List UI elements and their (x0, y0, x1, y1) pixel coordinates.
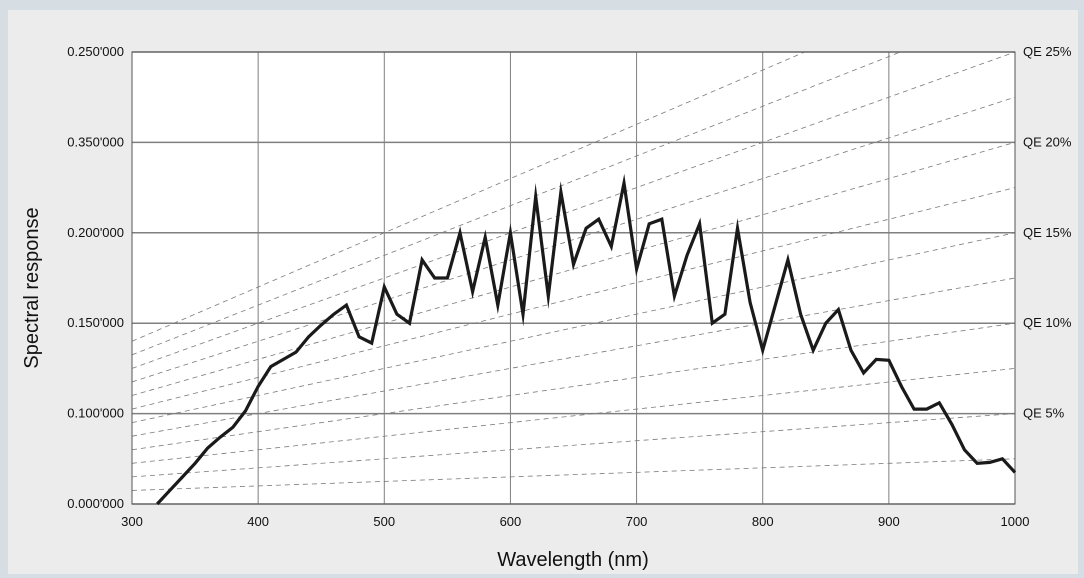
qe-reference-line (132, 96, 1015, 383)
qe-label: QE 15% (1023, 225, 1072, 240)
y-tick-label: 0.000'000 (67, 496, 124, 511)
y-tick-label: 0.200'000 (67, 225, 124, 240)
qe-label: QE 25% (1023, 44, 1072, 59)
qe-reference-line (132, 52, 806, 342)
x-tick-label: 700 (626, 514, 648, 529)
y-tick-label: 0.350'000 (67, 134, 124, 149)
qe-label: QE 5% (1023, 406, 1065, 421)
qe-reference-line (132, 187, 1015, 410)
x-tick-label: 1000 (1001, 514, 1030, 529)
qe-label: QE 20% (1023, 134, 1072, 149)
spectral-response-line (156, 173, 1017, 506)
plot-frame (131, 51, 1016, 505)
y-tick-label: 0.250'000 (67, 44, 124, 59)
qe-reference-line (132, 277, 1015, 437)
y-tick-label: 0.150'000 (67, 315, 124, 330)
x-tick-label: 500 (373, 514, 395, 529)
x-tick-label: 900 (878, 514, 900, 529)
plot-area (132, 52, 1015, 504)
qe-label: QE 10% (1023, 315, 1072, 330)
qe-reference-line (132, 52, 1015, 369)
y-axis-title: Spectral response (21, 207, 43, 368)
series-layer (156, 173, 1017, 506)
qe-reference-line (132, 368, 1015, 464)
qe-reference-line (132, 413, 1015, 478)
y-tick-label: 0.100'000 (67, 406, 124, 421)
x-tick-label: 400 (247, 514, 269, 529)
qe-reference-line (132, 458, 1015, 491)
qe-labels: QE 5%QE 10%QE 15%QE 20%QE 25%QE 30% (1023, 44, 1072, 421)
x-tick-label: 300 (121, 514, 143, 529)
x-tick-label: 800 (752, 514, 774, 529)
x-axis-title: Wavelength (nm) (497, 549, 649, 571)
qe-reference-line (132, 322, 1015, 451)
spectral-response-chart: 300 400 500 600 700 800 900 1000 0.000'000 0.100… (21, 44, 1072, 571)
y-tick-labels: 0.000'000 0.100'000 0.150'000 0.200'000 0.35… (67, 44, 124, 511)
x-tick-label: 600 (500, 514, 522, 529)
x-tick-labels: 300 400 500 600 700 800 900 1000 (121, 514, 1029, 529)
qe-reference-line (132, 232, 1015, 424)
chart-panel: 300 400 500 600 700 800 900 1000 0.000'000 0.100… (8, 10, 1078, 574)
